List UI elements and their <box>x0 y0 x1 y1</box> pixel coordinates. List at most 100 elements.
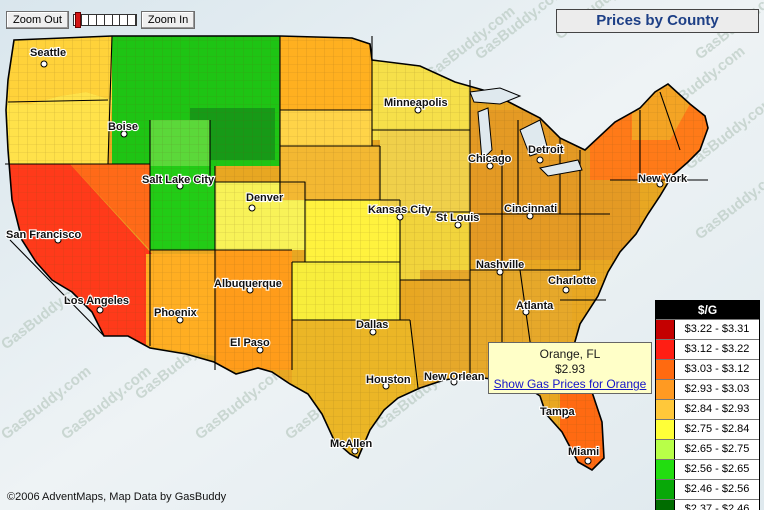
city-label: Albuquerque <box>214 278 282 290</box>
city-label: New Orlean <box>424 371 485 383</box>
zoom-slider[interactable] <box>72 12 137 28</box>
city-marker: Salt Lake City <box>141 173 216 190</box>
city-marker: Albuquerque <box>213 277 283 294</box>
city-dot <box>40 60 48 68</box>
city-dot <box>54 236 62 244</box>
city-marker: Chicago <box>467 152 513 170</box>
legend-label: $2.84 - $2.93 <box>684 403 750 415</box>
legend-label: $2.75 - $2.84 <box>684 423 750 435</box>
zoom-step[interactable] <box>105 15 113 25</box>
legend-swatch <box>656 320 675 339</box>
city-label: Minneapolis <box>384 97 448 109</box>
legend-entry: $2.93 - $3.03 <box>656 379 759 399</box>
city-dot <box>176 316 184 324</box>
city-marker: Charlotte <box>547 274 597 294</box>
zoom-step[interactable] <box>128 15 136 25</box>
city-marker: New York <box>637 172 689 188</box>
city-dot <box>120 130 128 138</box>
city-label: Denver <box>246 192 284 204</box>
zoom-step[interactable] <box>120 15 129 25</box>
legend-label: $2.93 - $3.03 <box>684 383 750 395</box>
legend-rows: $3.22 - $3.31 $3.12 - $3.22 $3.03 - $3.12 $… <box>656 319 759 510</box>
city-marker: McAllen <box>329 437 374 455</box>
city-dot <box>522 308 530 316</box>
city-label: San Francisco <box>6 229 81 241</box>
city-dot <box>454 221 462 229</box>
city-marker: Dallas <box>355 318 390 336</box>
legend-swatch <box>656 460 675 479</box>
price-legend: $/G $3.22 - $3.31 $3.12 - $3.22 $3.03 - $3… <box>655 300 760 510</box>
city-label: Los Angeles <box>64 295 129 307</box>
legend-title: $/G <box>656 301 759 319</box>
legend-swatch <box>656 440 675 459</box>
city-dot <box>562 411 570 419</box>
legend-entry: $2.65 - $2.75 <box>656 439 759 459</box>
city-label: Miami <box>568 446 599 458</box>
city-marker: New Orlean <box>423 370 486 386</box>
legend-entry: $3.22 - $3.31 <box>656 319 759 339</box>
city-marker: El Paso <box>229 336 271 354</box>
zoom-step[interactable] <box>82 15 90 25</box>
legend-label: $2.46 - $2.56 <box>684 483 750 495</box>
city-label: Houston <box>366 374 411 386</box>
city-marker: Nashville <box>475 258 525 276</box>
legend-swatch <box>656 340 675 359</box>
city-marker: St Louis <box>435 211 480 229</box>
zoom-step[interactable] <box>89 15 98 25</box>
city-label: New York <box>638 173 688 185</box>
legend-swatch <box>656 360 675 379</box>
city-dot <box>176 182 184 190</box>
city-dot <box>414 106 422 114</box>
show-gas-prices-link[interactable]: Show Gas Prices for Orange <box>493 377 647 391</box>
city-label: McAllen <box>330 438 372 450</box>
city-marker: Phoenix <box>153 306 199 324</box>
city-dot <box>248 204 256 212</box>
zoom-controls: Zoom Out Zoom In <box>6 10 196 30</box>
city-marker: Minneapolis <box>383 96 449 114</box>
city-label: Seattle <box>30 47 66 59</box>
lake-erie <box>538 159 583 177</box>
zoom-out-button[interactable]: Zoom Out <box>6 11 69 29</box>
city-marker: San Francisco <box>5 228 83 244</box>
city-dot <box>96 306 104 314</box>
map-title: Prices by County <box>556 9 759 33</box>
zoom-slider-thumb[interactable] <box>74 12 81 28</box>
legend-entry: $3.03 - $3.12 <box>656 359 759 379</box>
city-marker: Los Angeles <box>63 294 130 314</box>
zoom-in-button[interactable]: Zoom In <box>140 11 196 29</box>
legend-label: $3.22 - $3.31 <box>684 323 750 335</box>
city-marker: Cincinnati <box>503 202 558 220</box>
city-dot <box>246 286 254 294</box>
city-label: Tampa <box>540 406 576 418</box>
zoom-step[interactable] <box>97 15 105 25</box>
zoom-step[interactable] <box>74 15 82 25</box>
city-marker: Denver <box>245 191 285 212</box>
tooltip-county-name: Orange, FL <box>539 347 601 361</box>
city-marker: Boise <box>107 120 139 138</box>
legend-entry: $2.84 - $2.93 <box>656 399 759 419</box>
legend-swatch <box>656 380 675 399</box>
city-dot <box>256 346 264 354</box>
legend-label: $3.12 - $3.22 <box>684 343 750 355</box>
city-marker: Miami <box>567 445 600 465</box>
city-dot <box>584 457 592 465</box>
city-dot <box>369 328 377 336</box>
city-dot <box>450 378 458 386</box>
city-label: Dallas <box>356 319 388 331</box>
great-lakes <box>469 87 583 177</box>
legend-entry: $2.56 - $2.65 <box>656 459 759 479</box>
lake-michigan <box>477 107 493 162</box>
legend-swatch <box>656 480 675 499</box>
legend-label: $2.37 - $2.46 <box>684 503 750 510</box>
city-label: El Paso <box>230 337 270 349</box>
tooltip-price: $2.93 <box>554 362 586 376</box>
county-tooltip: Orange, FL $2.93 Show Gas Prices for Ora… <box>488 342 652 394</box>
us-outline <box>5 35 709 471</box>
city-dot <box>486 162 494 170</box>
city-label: Charlotte <box>548 275 596 287</box>
zoom-step[interactable] <box>113 15 121 25</box>
city-marker: Houston <box>365 373 412 390</box>
city-dot <box>562 286 570 294</box>
city-label: Salt Lake City <box>142 174 215 186</box>
